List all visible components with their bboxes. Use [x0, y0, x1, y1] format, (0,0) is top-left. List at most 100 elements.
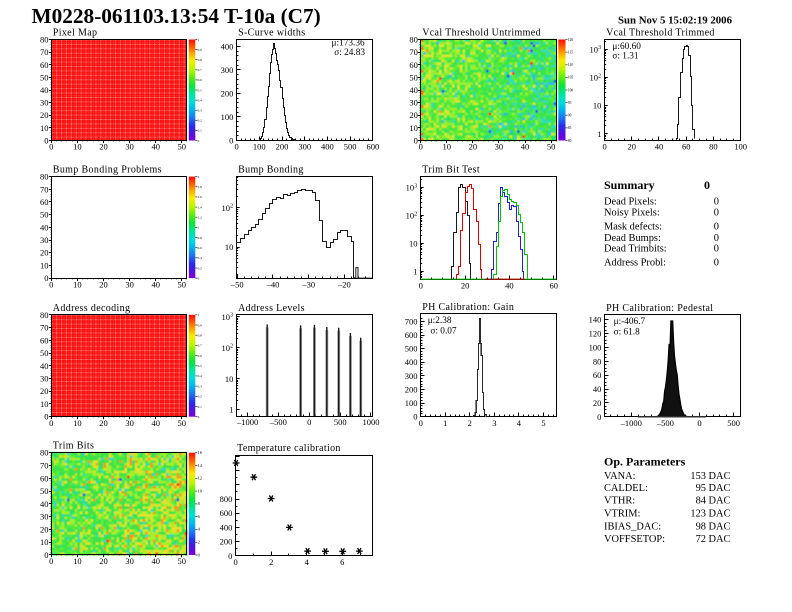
svg-text:VTHR:: VTHR:: [604, 496, 635, 507]
svg-text:Summary: Summary: [604, 178, 655, 192]
svg-text:–1000: –1000: [620, 418, 642, 428]
svg-text:50: 50: [547, 142, 556, 152]
svg-text:Bump Bonding Problems: Bump Bonding Problems: [53, 165, 162, 176]
svg-text:80: 80: [40, 310, 49, 320]
svg-text:10: 10: [222, 203, 231, 213]
svg-text:VANA:: VANA:: [604, 471, 636, 482]
svg-text:10: 10: [198, 488, 203, 493]
svg-text:400: 400: [220, 523, 233, 533]
svg-text:85: 85: [568, 126, 572, 130]
svg-text:500: 500: [727, 418, 740, 428]
svg-text:6: 6: [340, 557, 344, 567]
svg-text:50: 50: [409, 72, 418, 82]
svg-text:0: 0: [414, 136, 418, 146]
svg-text:20: 20: [40, 248, 49, 258]
svg-text:30: 30: [40, 512, 49, 522]
svg-text:0.2: 0.2: [198, 119, 203, 123]
svg-text:5: 5: [541, 418, 545, 428]
svg-text:70: 70: [40, 461, 49, 471]
svg-text:300: 300: [221, 65, 234, 75]
svg-text:Dead Bumps:: Dead Bumps:: [604, 233, 661, 244]
svg-text:2: 2: [598, 73, 601, 79]
svg-text:10: 10: [406, 183, 415, 193]
svg-text:Pixel Map: Pixel Map: [53, 28, 98, 39]
svg-text:σ: 24.83: σ: 24.83: [334, 48, 365, 58]
svg-text:0: 0: [49, 279, 53, 289]
svg-text:0.4: 0.4: [198, 374, 203, 378]
svg-text:VTRIM:: VTRIM:: [604, 508, 640, 519]
svg-text:σ: 0.07: σ: 0.07: [430, 326, 457, 336]
svg-text:20: 20: [628, 141, 637, 151]
svg-text:600: 600: [220, 508, 233, 518]
svg-text:60: 60: [40, 473, 49, 483]
svg-text:40: 40: [151, 418, 160, 428]
svg-text:140: 140: [589, 315, 602, 325]
svg-text:0: 0: [44, 273, 48, 283]
svg-text:10: 10: [73, 279, 82, 289]
svg-text:600: 600: [367, 142, 380, 152]
svg-text:90: 90: [568, 114, 572, 118]
svg-text:20: 20: [593, 398, 602, 408]
svg-text:0: 0: [44, 550, 48, 560]
svg-text:95: 95: [568, 101, 572, 105]
svg-text:30: 30: [40, 374, 49, 384]
svg-text:10: 10: [443, 142, 452, 152]
svg-text:500: 500: [334, 417, 347, 427]
svg-text:1000: 1000: [363, 417, 380, 427]
svg-text:μ:60.60: μ:60.60: [612, 42, 641, 52]
svg-text:Temperature calibration: Temperature calibration: [237, 443, 341, 454]
svg-text:20: 20: [99, 556, 108, 566]
svg-text:–30: –30: [301, 279, 315, 289]
svg-text:0: 0: [704, 178, 710, 192]
svg-text:0.8: 0.8: [198, 58, 203, 62]
svg-text:30: 30: [125, 556, 134, 566]
svg-text:Vcal Threshold Trimmed: Vcal Threshold Trimmed: [606, 28, 715, 39]
svg-text:20: 20: [99, 142, 108, 152]
svg-text:30: 30: [125, 418, 134, 428]
svg-text:PH Calibration: Pedestal: PH Calibration: Pedestal: [606, 303, 713, 314]
svg-text:0: 0: [49, 142, 53, 152]
svg-text:0.8: 0.8: [198, 236, 203, 240]
svg-text:100: 100: [405, 398, 418, 408]
svg-text:800: 800: [220, 494, 233, 504]
svg-text:100: 100: [734, 141, 747, 151]
svg-text:3: 3: [598, 45, 601, 51]
svg-text:40: 40: [521, 142, 530, 152]
svg-text:16: 16: [198, 450, 203, 455]
svg-text:–20: –20: [337, 279, 351, 289]
svg-text:10: 10: [40, 537, 49, 547]
svg-text:0.7: 0.7: [198, 344, 203, 348]
svg-text:10: 10: [406, 211, 415, 221]
svg-text:0.9: 0.9: [198, 48, 203, 52]
svg-text:70: 70: [40, 47, 49, 57]
svg-text:1.2: 1.2: [198, 216, 203, 220]
svg-text:σ: 61.8: σ: 61.8: [614, 328, 641, 338]
svg-text:VOFFSETOP:: VOFFSETOP:: [604, 534, 665, 545]
svg-text:100: 100: [253, 142, 266, 152]
svg-text:0.3: 0.3: [198, 109, 203, 113]
svg-text:10: 10: [40, 260, 49, 270]
svg-text:70: 70: [409, 47, 418, 57]
svg-text:60: 60: [40, 60, 49, 70]
svg-text:0: 0: [234, 142, 238, 152]
svg-text:20: 20: [461, 280, 470, 290]
svg-text:95 DAC: 95 DAC: [696, 483, 731, 494]
svg-text:50: 50: [178, 418, 187, 428]
svg-text:1: 1: [198, 38, 200, 42]
svg-text:Address decoding: Address decoding: [53, 303, 131, 314]
svg-text:0.6: 0.6: [198, 246, 203, 250]
svg-text:Vcal Threshold Untrimmed: Vcal Threshold Untrimmed: [422, 28, 541, 39]
svg-text:0: 0: [714, 197, 719, 208]
svg-text:0: 0: [714, 257, 719, 268]
svg-text:80: 80: [40, 35, 49, 45]
svg-text:0: 0: [419, 418, 423, 428]
svg-text:115: 115: [568, 50, 573, 54]
svg-text:120: 120: [589, 329, 602, 339]
svg-text:0.3: 0.3: [198, 384, 203, 388]
svg-text:0: 0: [44, 412, 48, 422]
svg-text:60: 60: [40, 197, 49, 207]
svg-text:50: 50: [178, 279, 187, 289]
svg-text:10: 10: [225, 374, 234, 384]
svg-text:72 DAC: 72 DAC: [696, 534, 731, 545]
svg-text:0: 0: [44, 136, 48, 146]
